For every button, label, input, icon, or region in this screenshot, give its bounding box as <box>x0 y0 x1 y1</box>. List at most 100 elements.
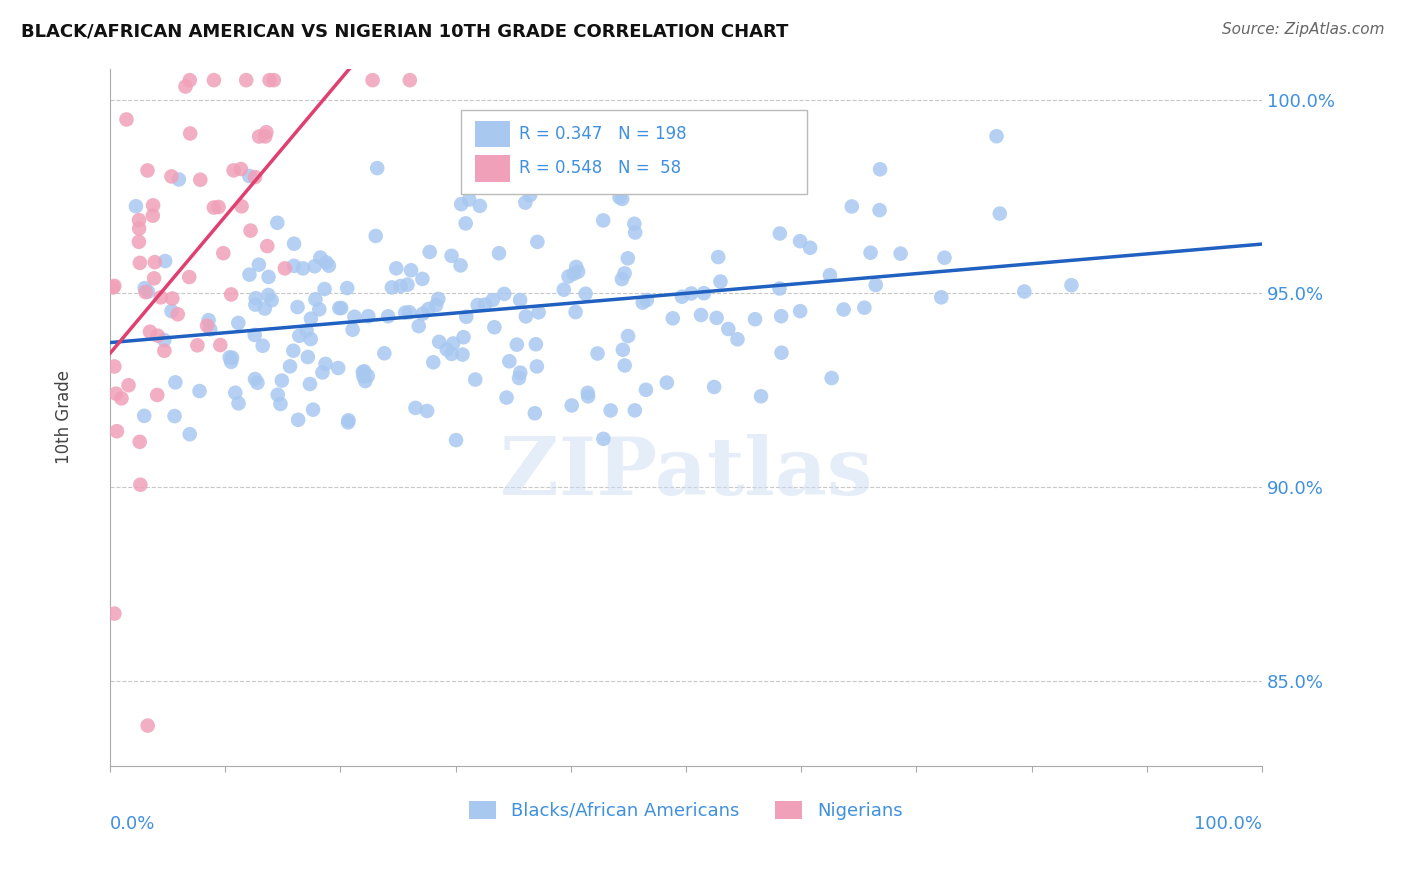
Point <box>820 371 842 385</box>
Point <box>451 347 474 361</box>
Point <box>153 343 176 358</box>
Point <box>509 366 531 380</box>
Point <box>219 287 242 301</box>
Point <box>662 311 685 326</box>
Point <box>238 169 260 183</box>
Point <box>297 350 319 364</box>
Point <box>509 293 531 307</box>
Point <box>526 359 548 374</box>
Point <box>564 305 586 319</box>
Point <box>267 388 290 402</box>
Point <box>318 259 340 273</box>
Point <box>304 260 326 274</box>
Text: 100.0%: 100.0% <box>1194 815 1263 833</box>
Point <box>934 251 956 265</box>
Point <box>612 343 634 357</box>
Point <box>105 386 128 401</box>
Point <box>288 328 311 343</box>
Point <box>315 255 337 269</box>
Point <box>269 397 291 411</box>
Point <box>412 307 434 321</box>
Point <box>245 298 267 312</box>
Point <box>671 290 693 304</box>
Point <box>202 201 225 215</box>
Point <box>610 272 633 286</box>
Point <box>453 330 475 344</box>
Point <box>287 300 309 314</box>
Point <box>221 351 243 365</box>
Text: 0.0%: 0.0% <box>110 815 156 833</box>
Point <box>1060 278 1083 293</box>
Point <box>278 359 301 374</box>
Point <box>357 368 380 383</box>
Point <box>636 293 658 307</box>
Point <box>308 302 330 317</box>
Point <box>283 343 305 358</box>
Point <box>890 246 912 260</box>
Point <box>207 200 229 214</box>
Point <box>304 293 326 307</box>
Point <box>254 125 277 139</box>
Point <box>129 256 152 270</box>
Point <box>246 376 269 390</box>
Point <box>599 403 621 417</box>
Point <box>841 199 863 213</box>
Point <box>693 286 716 301</box>
Point <box>222 163 245 178</box>
Point <box>129 477 152 491</box>
Point <box>454 216 477 230</box>
Point <box>256 239 278 253</box>
Point <box>247 258 270 272</box>
Point <box>749 389 772 403</box>
Point <box>103 359 125 374</box>
Point <box>295 324 318 338</box>
Point <box>260 293 283 308</box>
Point <box>425 298 447 312</box>
Point <box>283 236 305 251</box>
Text: R = 0.347   N = 198: R = 0.347 N = 198 <box>519 125 686 143</box>
Point <box>398 73 420 87</box>
Point <box>986 129 1008 144</box>
Point <box>440 249 463 263</box>
Point <box>353 364 375 378</box>
Point <box>865 278 887 293</box>
Text: Source: ZipAtlas.com: Source: ZipAtlas.com <box>1222 22 1385 37</box>
Point <box>309 251 332 265</box>
Point <box>727 332 749 346</box>
Point <box>717 322 740 336</box>
Text: R = 0.548   N =  58: R = 0.548 N = 58 <box>519 160 681 178</box>
Point <box>239 223 262 237</box>
Point <box>219 355 242 369</box>
Point <box>799 241 821 255</box>
Point <box>174 79 197 94</box>
Point <box>869 162 891 177</box>
Point <box>128 213 150 227</box>
Point <box>135 285 157 299</box>
Point <box>450 197 472 211</box>
Point <box>162 292 184 306</box>
Point <box>562 267 585 281</box>
Point <box>364 229 387 244</box>
Text: 10th Grade: 10th Grade <box>55 370 73 465</box>
Point <box>146 328 169 343</box>
Point <box>142 209 165 223</box>
Point <box>101 280 124 294</box>
Point <box>153 333 176 347</box>
Point <box>576 385 599 400</box>
Point <box>110 392 132 406</box>
Point <box>524 337 547 351</box>
Point <box>707 250 730 264</box>
Point <box>617 329 640 343</box>
Point <box>315 357 337 371</box>
Point <box>252 339 274 353</box>
Point <box>128 221 150 235</box>
Point <box>623 217 645 231</box>
Point <box>243 328 266 343</box>
Point <box>523 406 546 420</box>
Point <box>299 332 322 346</box>
Point <box>553 283 575 297</box>
Point <box>231 199 253 213</box>
Point <box>160 169 183 184</box>
Point <box>519 188 541 202</box>
Point <box>495 391 517 405</box>
